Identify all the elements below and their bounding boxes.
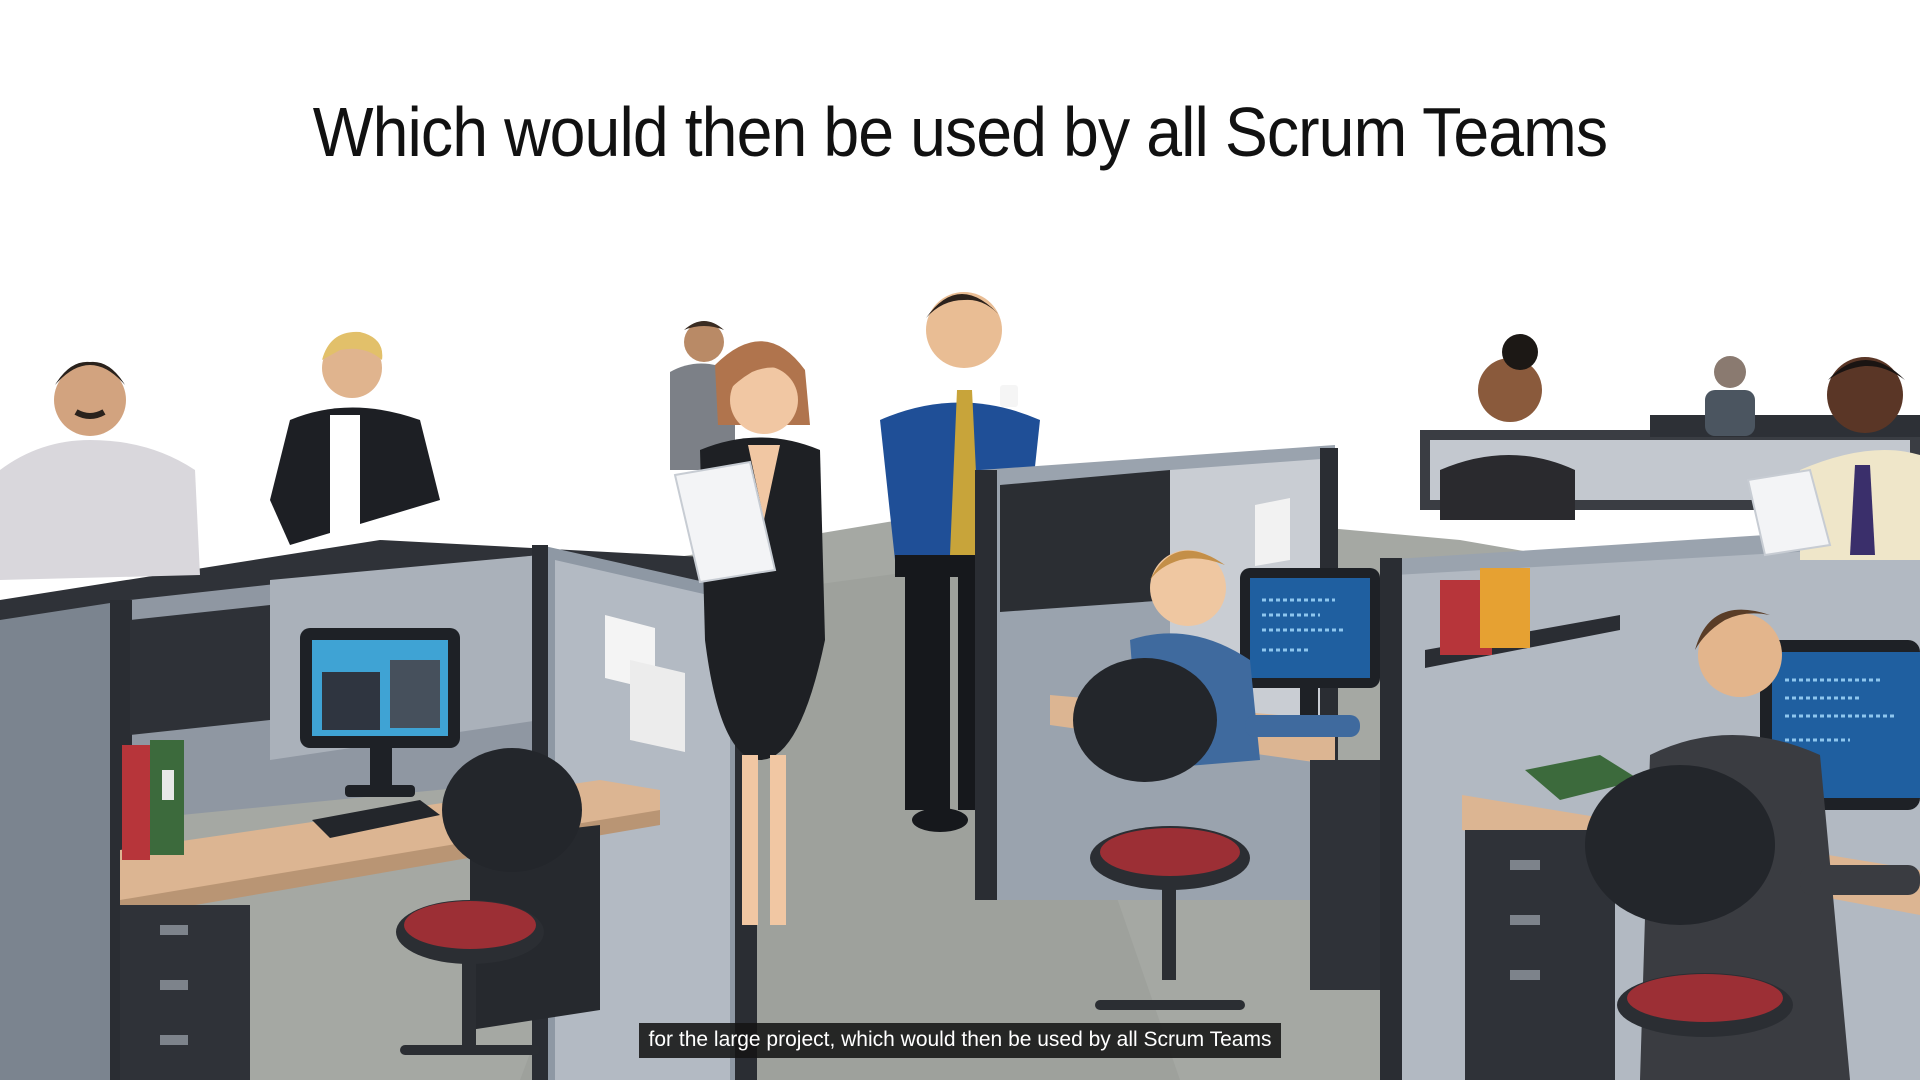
book-green [1525, 755, 1640, 800]
monitor-middle [1240, 568, 1380, 718]
chair-middle [1073, 658, 1250, 1010]
binder-red [122, 745, 150, 860]
chair-left [396, 748, 582, 1055]
person-man-with-paper [1746, 357, 1920, 560]
paper-document [1746, 468, 1832, 557]
person-man-mustache [0, 361, 200, 580]
chair-right [1585, 765, 1793, 1037]
binder-orange [1480, 568, 1530, 648]
person-woman-on-phone [1440, 334, 1575, 520]
monitor-left [300, 628, 460, 838]
slide-headline: Which would then be used by all Scrum Te… [312, 93, 1608, 171]
person-background-man [1705, 356, 1755, 436]
subtitle-bar: for the large project, which would then … [0, 1023, 1920, 1058]
person-woman-black-suit [673, 341, 825, 925]
document-folder [673, 460, 777, 584]
subtitle-text: for the large project, which would then … [638, 1023, 1282, 1058]
sticky-note [630, 660, 685, 752]
cubicle-left [0, 540, 760, 1080]
person-blond-man [270, 331, 440, 545]
